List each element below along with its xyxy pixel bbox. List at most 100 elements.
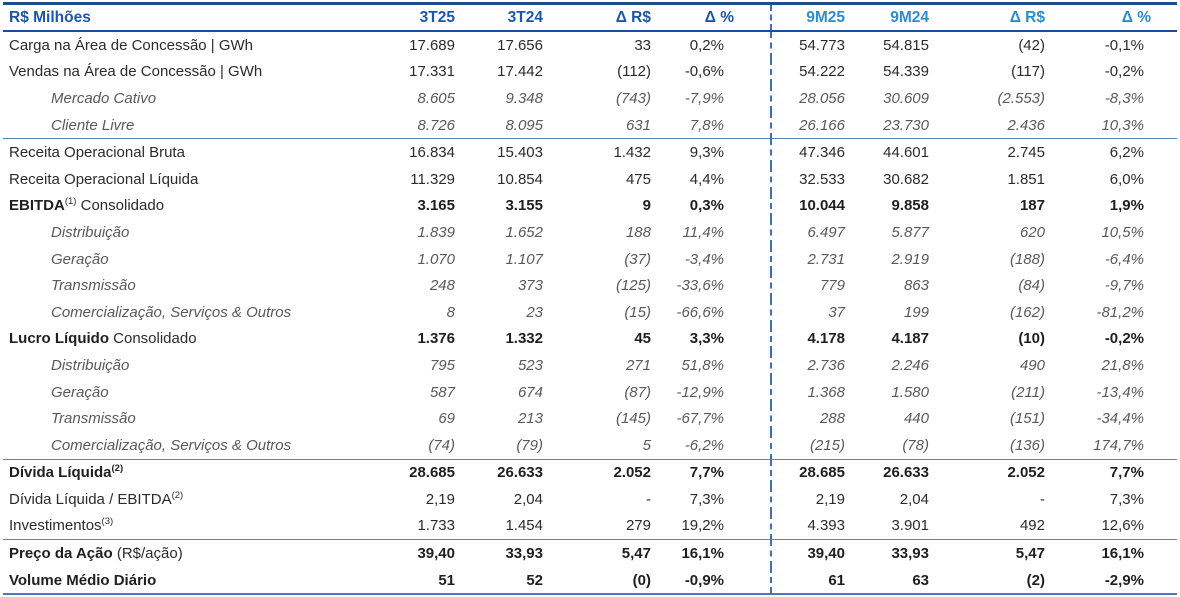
value-cell: 17.689 bbox=[409, 36, 455, 54]
value-cell: 21,8% bbox=[1101, 356, 1144, 374]
value-cell: 779 bbox=[770, 272, 851, 299]
header-9m25: 9M25 bbox=[770, 3, 851, 32]
value-cell: (2) bbox=[1026, 571, 1045, 589]
value-cell: 1.332 bbox=[505, 330, 543, 348]
value-cell: -81,2% bbox=[1096, 303, 1144, 321]
value-cell: 9.858 bbox=[891, 197, 929, 215]
table-row: Geração 1.070 1.107 (37) -3,4% 2.731 2.919 (188… bbox=[3, 245, 1177, 273]
value-cell: (151) bbox=[1009, 410, 1045, 428]
value-cell: 3,3% bbox=[689, 330, 724, 348]
value-cell: 1.432 bbox=[549, 138, 661, 166]
value-cell: 23 bbox=[526, 303, 543, 321]
value-cell: 6,2% bbox=[1053, 138, 1177, 166]
header-9m24: 9M24 bbox=[851, 3, 937, 32]
row-label: Mercado Cativo bbox=[51, 89, 157, 107]
value-cell: 28.685 bbox=[365, 458, 461, 487]
value-cell: (37) bbox=[624, 250, 651, 268]
value-cell: 39,40 bbox=[770, 539, 851, 567]
row-label: Carga na Área de Concessão | GWh bbox=[9, 36, 254, 54]
value-cell: 7,3% bbox=[1109, 490, 1144, 508]
row-label: EBITDA(1) Consolidado bbox=[9, 196, 165, 215]
row-label: Dívida Líquida(2) bbox=[3, 458, 365, 487]
value-cell: 213 bbox=[517, 410, 543, 428]
value-cell: 1.580 bbox=[891, 383, 929, 401]
value-cell: 1,9% bbox=[1109, 197, 1144, 215]
value-cell: 44.601 bbox=[851, 138, 937, 166]
value-cell: 9,3% bbox=[661, 138, 771, 166]
value-cell: 11.329 bbox=[410, 170, 455, 188]
value-cell: 0,3% bbox=[689, 197, 724, 215]
value-cell: 1.652 bbox=[505, 223, 543, 241]
value-cell: 1.851 bbox=[1007, 170, 1045, 188]
table-row: Lucro Líquido Consolidado 1.376 1.332 45 3,3… bbox=[3, 325, 1177, 353]
value-cell: 30.682 bbox=[883, 170, 929, 188]
table-row: Investimentos(3) 1.733 1.454 279 19,2% 4.393 3… bbox=[3, 512, 1177, 540]
value-cell: 23.730 bbox=[883, 116, 929, 134]
value-cell: (117) bbox=[1011, 63, 1045, 81]
table-row: Distribuição 1.839 1.652 188 11,4% 6.497 5.877… bbox=[3, 219, 1177, 246]
row-label: Volume Médio Diário bbox=[9, 571, 157, 589]
value-cell: 61 bbox=[770, 566, 851, 595]
table-row: Geração 587 674 (87) -12,9% 1.368 1.580 (211) -1… bbox=[3, 378, 1177, 406]
value-cell: 8.095 bbox=[505, 116, 543, 134]
value-cell: 51,8% bbox=[681, 356, 724, 374]
value-cell: (211) bbox=[1011, 383, 1045, 401]
value-cell: 6,0% bbox=[1109, 170, 1144, 188]
value-cell: 10,3% bbox=[1101, 116, 1144, 134]
value-cell: 63 bbox=[912, 571, 929, 589]
value-cell: 5 bbox=[642, 436, 651, 454]
value-cell: 17.331 bbox=[409, 63, 455, 81]
value-cell: 1.070 bbox=[417, 250, 455, 268]
value-cell: 11,4% bbox=[682, 223, 724, 241]
value-cell: (74) bbox=[428, 436, 455, 454]
value-cell: 288 bbox=[770, 405, 851, 432]
header-currency-label: R$ Milhões bbox=[3, 3, 365, 32]
value-cell: 2,19 bbox=[425, 490, 455, 508]
table-row: Preço da Ação (R$/ação) 39,40 33,93 5,47 16,… bbox=[3, 539, 1177, 567]
value-cell: 1.454 bbox=[505, 517, 543, 535]
table-row: Distribuição 795 523 271 51,8% 2.736 2.246 490 2… bbox=[3, 352, 1177, 379]
value-cell: -0,2% bbox=[1104, 63, 1144, 81]
value-cell: 51 bbox=[438, 571, 455, 589]
value-cell: 1.839 bbox=[417, 223, 455, 241]
row-label: Geração bbox=[51, 250, 109, 268]
value-cell: 54.339 bbox=[883, 63, 929, 81]
value-cell: 492 bbox=[1019, 517, 1045, 535]
table-row: Mercado Cativo 8.605 9.348 (743) -7,9% 28.056… bbox=[3, 85, 1177, 112]
value-cell: 10,5% bbox=[1101, 223, 1144, 241]
value-cell: (10) bbox=[1018, 330, 1045, 348]
value-cell: 2.052 bbox=[937, 458, 1053, 487]
value-cell: 475 bbox=[625, 170, 651, 188]
table-row: Receita Operacional Bruta 16.834 15.403 1.4… bbox=[3, 138, 1177, 166]
value-cell: 9 bbox=[642, 197, 651, 215]
value-cell: 33 bbox=[634, 36, 651, 54]
value-cell: 47.346 bbox=[770, 138, 851, 166]
value-cell: 199 bbox=[903, 303, 929, 321]
value-cell: -0,9% bbox=[684, 571, 724, 589]
header-row: R$ Milhões 3T25 3T24 Δ R$ Δ % 9M25 9M24 … bbox=[3, 3, 1177, 32]
row-label: Distribuição bbox=[51, 223, 130, 241]
row-label: Transmissão bbox=[51, 277, 136, 295]
value-cell: 1.107 bbox=[505, 250, 543, 268]
row-label: Geração bbox=[51, 383, 109, 401]
value-cell: -8,3% bbox=[1104, 89, 1144, 107]
value-cell: 9.348 bbox=[505, 89, 543, 107]
row-label: Preço da Ação (R$/ação) bbox=[3, 539, 365, 567]
table-row: Transmissão 69 213 (145) -67,7% 288 440 (151) -3… bbox=[3, 405, 1177, 432]
value-cell: 54.773 bbox=[770, 31, 851, 59]
value-cell: (188) bbox=[1009, 250, 1045, 268]
financial-highlights-table: R$ Milhões 3T25 3T24 Δ R$ Δ % 9M25 9M24 … bbox=[3, 2, 1177, 596]
value-cell: -67,7% bbox=[676, 410, 724, 428]
value-cell: (145) bbox=[615, 410, 651, 428]
value-cell: 33,93 bbox=[851, 539, 937, 567]
value-cell: 2.246 bbox=[891, 356, 929, 374]
value-cell: 69 bbox=[438, 410, 455, 428]
value-cell: 490 bbox=[1019, 356, 1045, 374]
table-row: Vendas na Área de Concessão | GWh 17.331 1… bbox=[3, 58, 1177, 86]
value-cell: 440 bbox=[903, 410, 929, 428]
value-cell: (136) bbox=[1009, 436, 1045, 454]
row-label: Transmissão bbox=[51, 410, 136, 428]
table-row: EBITDA(1) Consolidado 3.165 3.155 9 0,3% 10.0… bbox=[3, 192, 1177, 220]
value-cell: 7,8% bbox=[689, 116, 724, 134]
row-label: Receita Operacional Líquida bbox=[9, 170, 199, 188]
